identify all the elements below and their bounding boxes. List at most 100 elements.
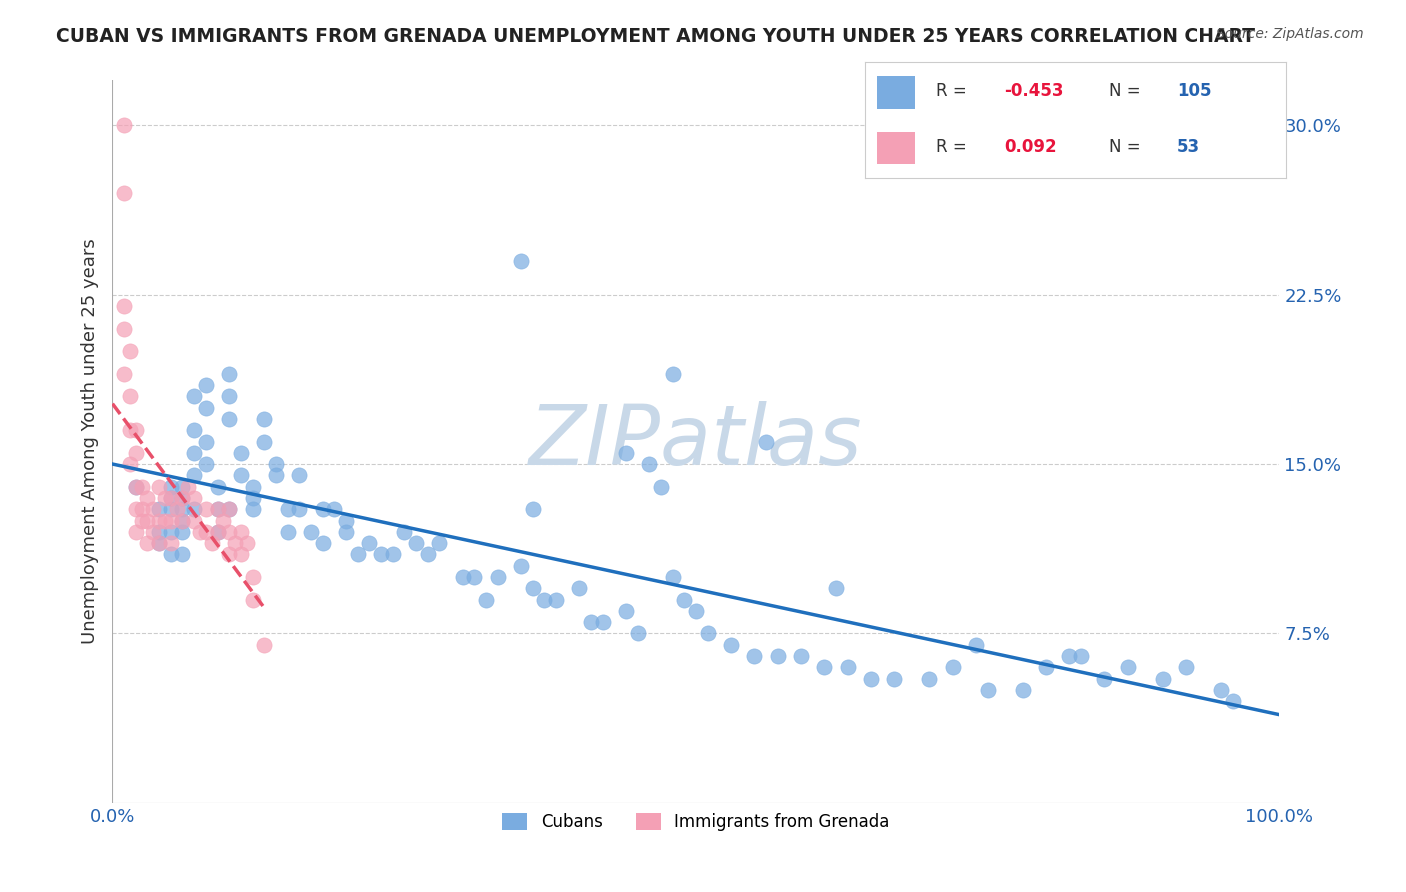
Point bbox=[299, 524, 322, 539]
Point bbox=[183, 491, 205, 505]
Point bbox=[112, 367, 135, 381]
Point bbox=[323, 502, 346, 516]
Point bbox=[166, 502, 188, 516]
Point bbox=[118, 423, 141, 437]
Legend: Cubans, Immigrants from Grenada: Cubans, Immigrants from Grenada bbox=[496, 806, 896, 838]
Point bbox=[218, 502, 240, 516]
Point bbox=[837, 660, 859, 674]
Point bbox=[1116, 660, 1139, 674]
Point bbox=[125, 480, 148, 494]
Point bbox=[276, 502, 298, 516]
Point bbox=[153, 491, 176, 505]
Point bbox=[125, 423, 148, 437]
FancyBboxPatch shape bbox=[877, 77, 915, 109]
Point bbox=[1094, 672, 1116, 686]
Point bbox=[486, 570, 509, 584]
Point bbox=[112, 321, 135, 335]
Point bbox=[370, 548, 392, 562]
Point bbox=[172, 480, 194, 494]
Point bbox=[218, 412, 240, 426]
Point bbox=[1059, 648, 1081, 663]
Point bbox=[194, 524, 217, 539]
Point bbox=[264, 457, 287, 471]
Point bbox=[160, 480, 183, 494]
Point bbox=[218, 367, 240, 381]
Point bbox=[183, 423, 205, 437]
Text: ZIPatlas: ZIPatlas bbox=[529, 401, 863, 482]
Point bbox=[416, 548, 439, 562]
Point bbox=[685, 604, 707, 618]
Point bbox=[883, 672, 905, 686]
Point bbox=[720, 638, 742, 652]
Point bbox=[207, 502, 229, 516]
Point bbox=[860, 672, 883, 686]
Point bbox=[212, 514, 235, 528]
Point bbox=[148, 536, 170, 550]
Point bbox=[207, 524, 229, 539]
Point bbox=[194, 401, 217, 415]
Point bbox=[359, 536, 381, 550]
Point bbox=[112, 186, 135, 201]
Point bbox=[509, 558, 531, 573]
Point bbox=[142, 524, 165, 539]
Point bbox=[638, 457, 661, 471]
Text: N =: N = bbox=[1109, 82, 1146, 101]
Point bbox=[825, 582, 848, 596]
Point bbox=[1011, 682, 1033, 697]
Point bbox=[207, 502, 229, 516]
Point bbox=[1175, 660, 1198, 674]
Point bbox=[661, 367, 683, 381]
FancyBboxPatch shape bbox=[877, 132, 915, 164]
Point bbox=[183, 502, 205, 516]
Point bbox=[744, 648, 766, 663]
Point bbox=[311, 536, 333, 550]
Point bbox=[755, 434, 778, 449]
Point bbox=[118, 389, 141, 403]
Point bbox=[183, 389, 205, 403]
Point bbox=[614, 604, 637, 618]
Point bbox=[592, 615, 614, 630]
Point bbox=[177, 480, 200, 494]
Point bbox=[160, 491, 183, 505]
Point bbox=[942, 660, 965, 674]
Point bbox=[335, 514, 357, 528]
Point bbox=[475, 592, 498, 607]
Point bbox=[172, 514, 194, 528]
Text: -0.453: -0.453 bbox=[1004, 82, 1063, 101]
Point bbox=[451, 570, 474, 584]
Text: R =: R = bbox=[936, 138, 973, 156]
Y-axis label: Unemployment Among Youth under 25 years: Unemployment Among Youth under 25 years bbox=[80, 239, 98, 644]
Point bbox=[288, 502, 311, 516]
Text: 105: 105 bbox=[1177, 82, 1212, 101]
Point bbox=[112, 119, 135, 133]
Point bbox=[229, 446, 252, 460]
Point bbox=[172, 491, 194, 505]
Point bbox=[160, 548, 183, 562]
Point bbox=[1070, 648, 1092, 663]
Point bbox=[160, 514, 183, 528]
Point bbox=[614, 446, 637, 460]
Point bbox=[160, 536, 183, 550]
Text: Source: ZipAtlas.com: Source: ZipAtlas.com bbox=[1216, 27, 1364, 41]
Point bbox=[194, 502, 217, 516]
Point bbox=[125, 480, 148, 494]
Point bbox=[1035, 660, 1057, 674]
Point bbox=[183, 514, 205, 528]
Point bbox=[160, 524, 183, 539]
Point bbox=[153, 514, 176, 528]
Point bbox=[790, 648, 813, 663]
Text: CUBAN VS IMMIGRANTS FROM GRENADA UNEMPLOYMENT AMONG YOUTH UNDER 25 YEARS CORRELA: CUBAN VS IMMIGRANTS FROM GRENADA UNEMPLO… bbox=[56, 27, 1256, 45]
Point bbox=[172, 514, 194, 528]
Point bbox=[183, 446, 205, 460]
Point bbox=[136, 491, 159, 505]
Point bbox=[242, 502, 264, 516]
Point bbox=[172, 502, 194, 516]
Point bbox=[242, 592, 264, 607]
Point bbox=[1222, 694, 1244, 708]
Point bbox=[148, 480, 170, 494]
Point bbox=[224, 536, 246, 550]
Point bbox=[242, 480, 264, 494]
Point bbox=[522, 582, 544, 596]
Point bbox=[288, 468, 311, 483]
Point bbox=[242, 491, 264, 505]
